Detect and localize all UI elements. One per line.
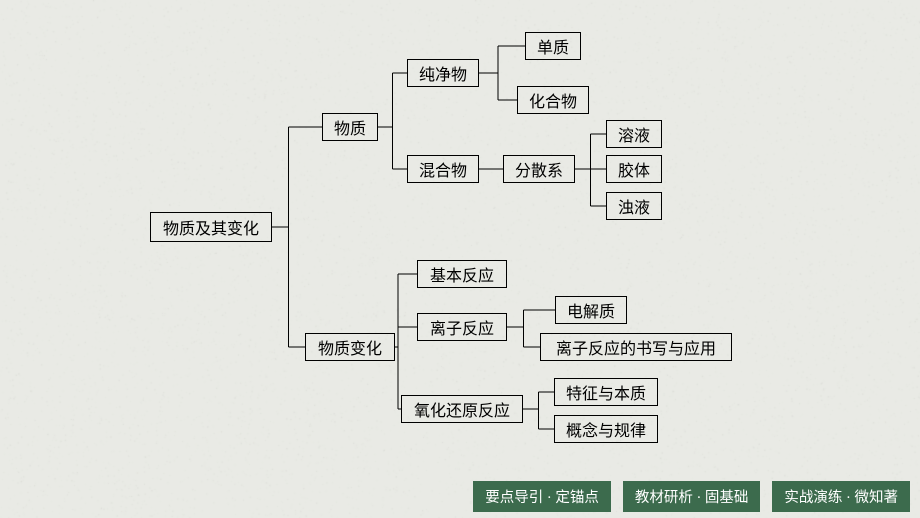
node-jt: 胶体 [606,155,662,183]
node-ry: 溶液 [606,120,662,148]
node-wu: 物质 [322,113,378,141]
node-tzbz: 特征与本质 [554,378,658,406]
node-hhw2: 化合物 [517,86,589,114]
node-cjw: 纯净物 [407,59,479,87]
node-yhhy: 氧化还原反应 [401,395,523,423]
footer-btn-1[interactable]: 教材研析 · 固基础 [623,481,761,512]
footer-nav: 要点导引 · 定锚点教材研析 · 固基础实战演练 · 微知著 [473,481,910,512]
node-gngl: 概念与规律 [554,415,658,443]
node-jbfy: 基本反应 [417,260,507,288]
node-root: 物质及其变化 [150,212,272,242]
node-fsx: 分散系 [503,155,575,183]
node-dz: 单质 [525,32,581,60]
hierarchy-tree: 物质及其变化 物质物质变化 纯净物混合物 单质化合物分散系 溶液胶体浊液基本反应离子反应… [0,0,920,518]
node-lzfy: 离子反应 [417,313,507,341]
footer-btn-2[interactable]: 实战演练 · 微知著 [772,481,910,512]
node-lzsx: 离子反应的书写与应用 [540,333,732,361]
node-zy: 浊液 [606,192,662,220]
node-djz: 电解质 [555,296,627,324]
node-hhw: 混合物 [407,155,479,183]
footer-btn-0[interactable]: 要点导引 · 定锚点 [473,481,611,512]
node-bh: 物质变化 [305,333,395,361]
